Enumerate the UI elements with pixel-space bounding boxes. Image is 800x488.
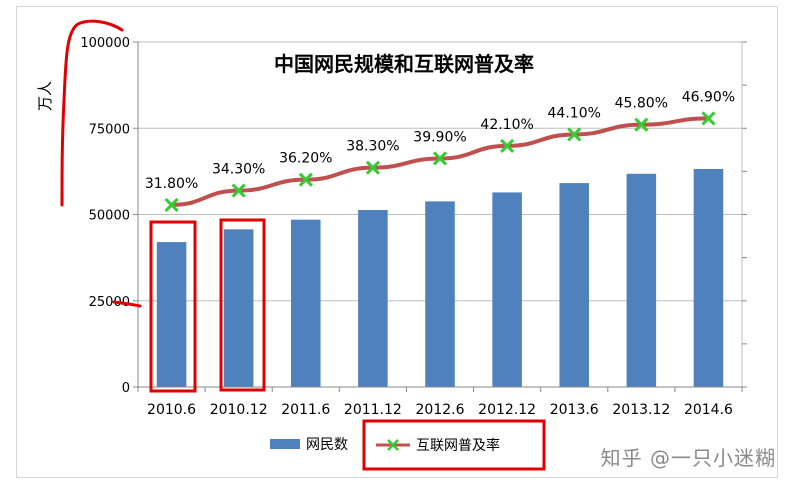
line-point bbox=[298, 172, 313, 187]
data-label: 46.90% bbox=[682, 89, 735, 105]
highlight-box bbox=[149, 220, 197, 393]
data-label: 42.10% bbox=[480, 117, 533, 133]
line-point bbox=[231, 183, 246, 198]
line-point bbox=[567, 127, 582, 142]
data-label: 31.80% bbox=[145, 176, 198, 192]
bar bbox=[626, 173, 657, 387]
x-tick-label: 2013.12 bbox=[612, 402, 670, 418]
line-point bbox=[701, 111, 716, 126]
hand-stroke bbox=[60, 19, 124, 207]
bar bbox=[425, 201, 455, 387]
data-label: 45.80% bbox=[615, 96, 668, 112]
data-label: 36.20% bbox=[279, 151, 332, 167]
x-tick-label: 2011.12 bbox=[344, 402, 402, 418]
handwritten-annotations bbox=[60, 19, 546, 471]
watermark: 知乎 @一只小迷糊 bbox=[600, 446, 776, 470]
y-tick-label: 50000 bbox=[89, 209, 130, 224]
x-tick-label: 2012.6 bbox=[416, 402, 465, 418]
legend-label: 互联网普及率 bbox=[416, 437, 500, 454]
line-point bbox=[164, 197, 179, 212]
data-label: 44.10% bbox=[548, 105, 601, 121]
chart-title: 中国网民规模和互联网普及率 bbox=[274, 52, 534, 76]
x-tick-label: 2013.6 bbox=[550, 402, 599, 418]
legend-swatch-bar bbox=[270, 439, 300, 449]
y-tick-label: 100000 bbox=[80, 36, 130, 51]
x-tick-label: 2012.12 bbox=[478, 402, 536, 418]
highlight-box bbox=[219, 218, 266, 392]
bar bbox=[358, 210, 388, 387]
legend-label: 网民数 bbox=[306, 437, 348, 453]
x-tick-label: 2010.6 bbox=[147, 402, 196, 418]
y-tick-label: 75000 bbox=[89, 122, 130, 137]
line-point bbox=[365, 160, 380, 175]
data-label: 34.30% bbox=[212, 162, 265, 178]
x-tick-label: 2010.12 bbox=[210, 402, 268, 418]
data-label: 39.90% bbox=[413, 129, 466, 145]
x-tick-label: 2014.6 bbox=[684, 402, 733, 418]
y-tick-label: 0 bbox=[122, 381, 130, 396]
bar bbox=[492, 192, 522, 387]
line-point bbox=[432, 151, 448, 166]
line-point bbox=[500, 138, 515, 153]
x-tick-label: 2011.6 bbox=[281, 402, 330, 418]
bar bbox=[291, 219, 321, 387]
hand-stroke bbox=[112, 300, 142, 308]
bar bbox=[559, 183, 589, 387]
data-label: 38.30% bbox=[346, 139, 399, 155]
bar bbox=[693, 168, 724, 387]
bar bbox=[156, 242, 187, 387]
legend-marker bbox=[387, 439, 399, 451]
y-axis-label: 万人 bbox=[36, 81, 54, 111]
highlight-box bbox=[362, 419, 546, 471]
line-point bbox=[634, 117, 649, 132]
y-tick-label: 25000 bbox=[89, 295, 130, 310]
bar bbox=[223, 229, 254, 387]
